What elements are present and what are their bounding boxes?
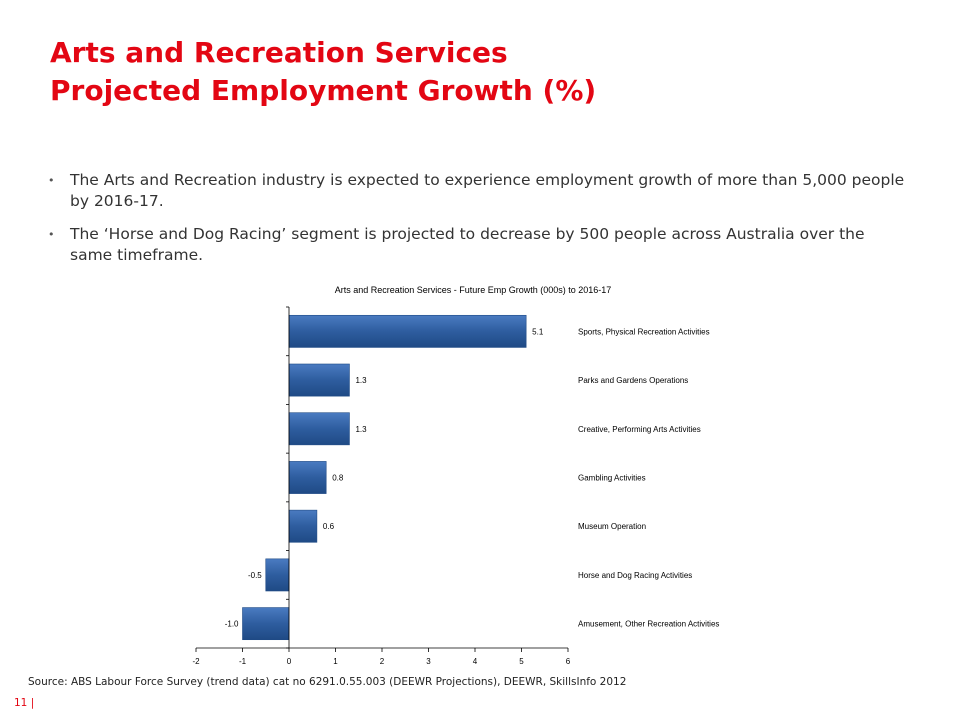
source-note: Source: ABS Labour Force Survey (trend d… — [28, 676, 627, 688]
bullet-list: The Arts and Recreation industry is expe… — [48, 170, 908, 278]
slide-title: Arts and Recreation Services Projected E… — [50, 34, 596, 110]
page-number: 11 | — [14, 697, 35, 709]
bar-4 — [288, 461, 327, 494]
data-label-2: 1.3 — [355, 376, 367, 385]
bar-6 — [265, 558, 290, 592]
slide-title-line-1: Arts and Recreation Services — [50, 36, 508, 69]
x-tick-label-5: 2 — [380, 657, 385, 666]
bullet-item-1: The Arts and Recreation industry is expe… — [48, 170, 908, 212]
bar-5 — [288, 509, 318, 543]
x-tick-label-2: -1 — [239, 657, 247, 666]
data-label-1: 5.1 — [532, 327, 544, 336]
chart-title: Arts and Recreation Services - Future Em… — [335, 285, 612, 295]
chart-plot-area: 5.1 Sports, Physical Recreation Activitie… — [192, 306, 719, 666]
category-label-2: Parks and Gardens Operations — [578, 376, 688, 385]
x-tick-label-8: 5 — [519, 657, 524, 666]
data-label-3: 1.3 — [355, 425, 367, 434]
bar-7 — [242, 607, 290, 641]
category-label-4: Gambling Activities — [578, 474, 646, 483]
x-tick-label-6: 3 — [426, 657, 431, 666]
x-tick-label-1: -2 — [192, 657, 200, 666]
slide-title-line-2: Projected Employment Growth (%) — [50, 74, 597, 107]
x-tick-label-4: 1 — [333, 657, 338, 666]
category-label-5: Museum Operation — [578, 522, 646, 531]
category-label-3: Creative, Performing Arts Activities — [578, 425, 701, 434]
category-label-6: Horse and Dog Racing Activities — [578, 571, 692, 580]
x-tick-label-9: 6 — [566, 657, 571, 666]
data-label-5: 0.6 — [323, 522, 335, 531]
x-tick-label-7: 4 — [473, 657, 478, 666]
bar-2 — [288, 363, 350, 397]
x-tick-label-3: 0 — [287, 657, 292, 666]
bar-3 — [288, 412, 350, 446]
category-label-7: Amusement, Other Recreation Activities — [578, 620, 719, 629]
bullet-item-2: The ‘Horse and Dog Racing’ segment is pr… — [48, 224, 908, 266]
bar-1 — [288, 314, 527, 348]
data-label-4: 0.8 — [332, 474, 344, 483]
data-label-7: -1.0 — [225, 620, 239, 629]
data-label-6: -0.5 — [248, 571, 262, 580]
category-label-1: Sports, Physical Recreation Activities — [578, 327, 710, 336]
